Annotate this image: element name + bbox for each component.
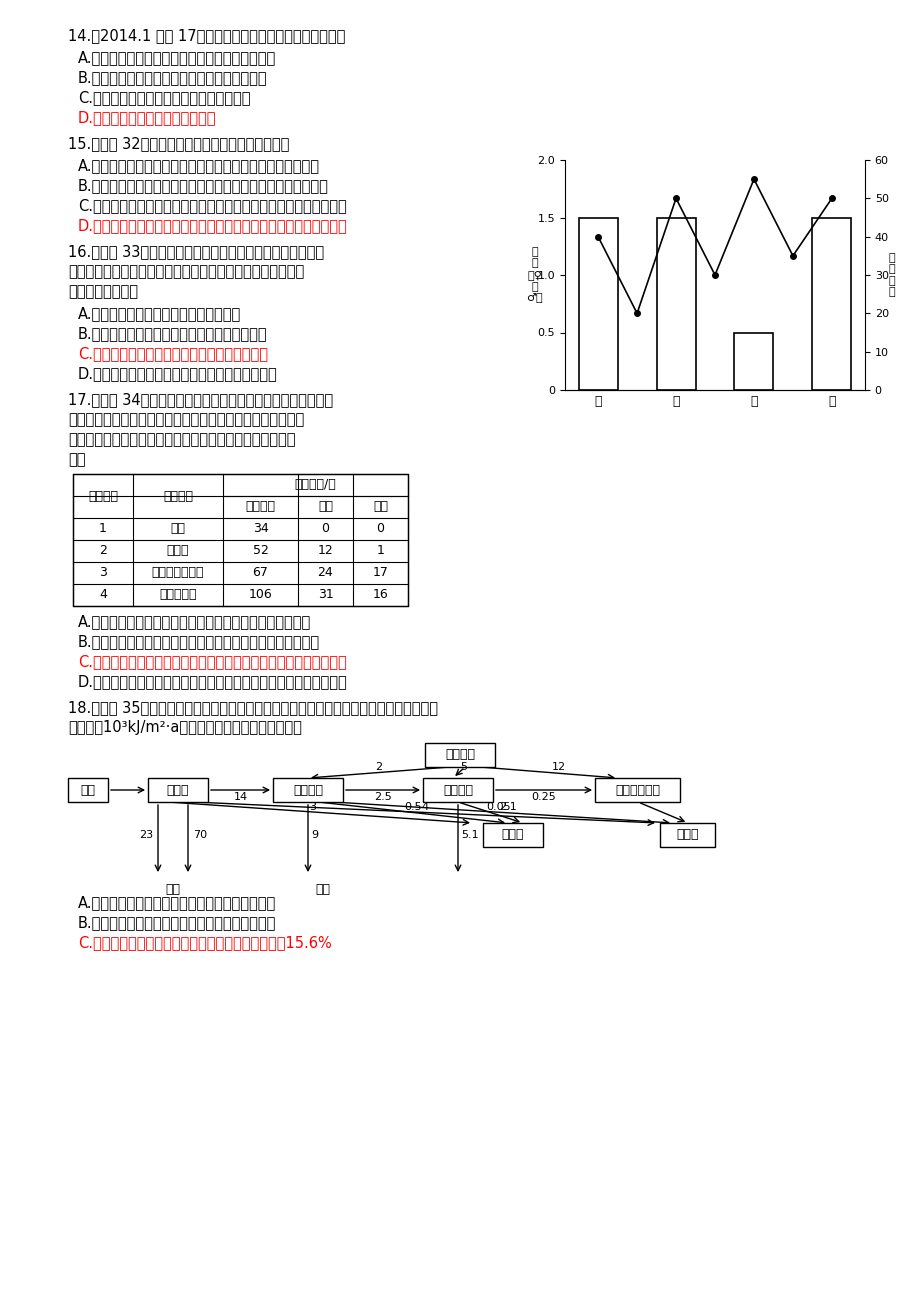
Text: B.与针叶林相比，草丛中的动物分层现象较为简单、丰富度低: B.与针叶林相比，草丛中的动物分层现象较为简单、丰富度低: [78, 634, 320, 648]
Text: 植食动物: 植食动物: [292, 784, 323, 797]
Bar: [656, 217, 695, 391]
Bar: [578, 217, 617, 391]
Text: 15.（丰台 32）下列有关生物多样性的叙述正确的是: 15.（丰台 32）下列有关生物多样性的叙述正确的是: [68, 135, 289, 151]
Text: 67: 67: [253, 566, 268, 579]
Bar: [423, 779, 493, 802]
Text: 列分析不合理的是: 列分析不合理的是: [68, 284, 138, 299]
Text: A.基因重组可导致多种等位基因的产生，从而提高遗传多样性: A.基因重组可导致多种等位基因的产生，从而提高遗传多样性: [78, 158, 320, 173]
Text: 2.5: 2.5: [374, 792, 391, 802]
Text: 23: 23: [139, 829, 153, 840]
Text: B.在这场地震中营养级越高的生物受到的影响越小: B.在这场地震中营养级越高的生物受到的影响越小: [78, 915, 276, 930]
Text: 3: 3: [99, 566, 107, 579]
Text: 0.25: 0.25: [531, 792, 556, 802]
Bar: [73, 474, 407, 605]
Text: 1: 1: [99, 522, 107, 535]
Text: B.生物入侵可增加生物种类，从而提高生态系统的抵抗力稳定性: B.生物入侵可增加生物种类，从而提高生态系统的抵抗力稳定性: [78, 178, 328, 193]
Text: 17.（丰台 34）南方某地的常绿阔叶林因过度砍伐而遭到破坏。: 17.（丰台 34）南方某地的常绿阔叶林因过度砍伐而遭到破坏。: [68, 392, 333, 408]
Text: 肉食动物: 肉食动物: [443, 784, 472, 797]
Bar: [482, 823, 542, 848]
Text: C.该地能恢复到第四阶段说明人类活动未影响自然演替的速度和方向: C.该地能恢复到第四阶段说明人类活动未影响自然演替的速度和方向: [78, 654, 346, 669]
Text: 12: 12: [317, 544, 333, 557]
Text: （单位为10³kJ/m²·a），据图分析下列说法正确的是: （单位为10³kJ/m²·a），据图分析下列说法正确的是: [68, 720, 301, 736]
Text: C.能量在第二营养级到第三营养级之间的传递效率为15.6%: C.能量在第二营养级到第三营养级之间的传递效率为15.6%: [78, 935, 332, 950]
Bar: [273, 779, 343, 802]
Text: 31: 31: [317, 589, 333, 602]
Text: 针、阔叶混交林: 针、阔叶混交林: [152, 566, 204, 579]
Text: D.生物群落的演替与光照条件无关: D.生物群落的演替与光照条件无关: [78, 109, 216, 125]
Text: B.性比维持较高水平不利于社鼠种群数量的增加: B.性比维持较高水平不利于社鼠种群数量的增加: [78, 326, 267, 341]
Text: 植物种数/种: 植物种数/种: [294, 479, 336, 491]
Y-axis label: 种
群
数
量: 种 群 数 量: [888, 253, 894, 297]
Text: A.性比通过影响出生率间接影响种群大小: A.性比通过影响出生率间接影响种群大小: [78, 306, 241, 322]
Text: A.群落自然演替是一个群落替代另一个群落的过程: A.群落自然演替是一个群落替代另一个群落的过程: [78, 49, 276, 65]
Text: 70: 70: [193, 829, 207, 840]
Text: 14: 14: [233, 792, 247, 802]
Text: 未利用: 未利用: [676, 828, 698, 841]
Text: 0.5: 0.5: [403, 802, 421, 812]
Text: C.群落的原（初）生演替速度通常非常缓慢: C.群落的原（初）生演替速度通常非常缓慢: [78, 90, 250, 105]
Text: 18.（丰台 35）在人为干预下，地震损毁的某自然保护区恢复过程中的能量流动关系如下图: 18.（丰台 35）在人为干预下，地震损毁的某自然保护区恢复过程中的能量流动关系…: [68, 700, 437, 715]
Text: 16: 16: [372, 589, 388, 602]
Text: D.该岛屿春季和春夏之交更有利于社鼠种群的繁殖: D.该岛屿春季和春夏之交更有利于社鼠种群的繁殖: [78, 366, 278, 381]
Bar: [733, 332, 773, 391]
Text: 52: 52: [253, 544, 268, 557]
Text: 恢复过程依次更替的群落类型及其植物组成。下列说法错误: 恢复过程依次更替的群落类型及其植物组成。下列说法错误: [68, 432, 295, 447]
Text: 0: 0: [321, 522, 329, 535]
Text: 分解者: 分解者: [501, 828, 524, 841]
Text: 17: 17: [372, 566, 388, 579]
Text: 灌木: 灌木: [318, 500, 333, 513]
Text: C.森林能够涵养水源、调节气候等，这能体现生物多样性的直接价值: C.森林能够涵养水源、调节气候等，这能体现生物多样性的直接价值: [78, 198, 346, 214]
Y-axis label: 性
比
（♀
：
♂）: 性 比 （♀ ： ♂）: [526, 247, 542, 303]
Text: 5.1: 5.1: [460, 829, 478, 840]
Text: 16.（丰台 33）科学家对某岛屿的社鼠种群数量和一年中不同: 16.（丰台 33）科学家对某岛屿的社鼠种群数量和一年中不同: [68, 243, 323, 259]
Text: 5: 5: [460, 763, 467, 772]
Text: 的是: 的是: [68, 452, 85, 467]
Text: 106: 106: [248, 589, 272, 602]
Text: 停止砍伐一段时间后，该地能将次演替逐步得以恢复。下表为: 停止砍伐一段时间后，该地能将次演替逐步得以恢复。下表为: [68, 411, 304, 427]
Text: 草本植物: 草本植物: [245, 500, 275, 513]
Text: 2: 2: [99, 544, 107, 557]
Text: C.当社鼠种群数处于高峰期时雌性明显多于雄性: C.当社鼠种群数处于高峰期时雌性明显多于雄性: [78, 346, 267, 361]
Bar: [811, 217, 850, 391]
Bar: [595, 779, 680, 802]
Text: 2: 2: [375, 763, 382, 772]
Text: B.群落的原（初）生演替在海洋和陆地均可发生: B.群落的原（初）生演替在海洋和陆地均可发生: [78, 70, 267, 85]
Text: 顶级肉食动物: 顶级肉食动物: [615, 784, 660, 797]
Text: 补偿输入: 补偿输入: [445, 749, 474, 762]
Text: 乔木: 乔木: [372, 500, 388, 513]
Text: 生产者: 生产者: [166, 784, 189, 797]
Text: 1: 1: [376, 544, 384, 557]
Text: A.流经该生态系统的总能量为生产者固定的太阳能: A.流经该生态系统的总能量为生产者固定的太阳能: [78, 894, 276, 910]
Text: 演替阶段: 演替阶段: [88, 490, 118, 503]
Text: 14.（2014.1 西城 17）下列关于群落演替的叙述不正确的是: 14.（2014.1 西城 17）下列关于群落演替的叙述不正确的是: [68, 29, 345, 43]
Text: D.常绿阔叶林得以恢复的原因与土壤条件、植物的种子等的保留有关: D.常绿阔叶林得以恢复的原因与土壤条件、植物的种子等的保留有关: [78, 674, 347, 689]
Text: 热能: 热能: [165, 883, 180, 896]
Text: 3: 3: [309, 802, 315, 812]
Text: 0: 0: [376, 522, 384, 535]
Text: 群落类型: 群落类型: [163, 490, 193, 503]
Text: D.就地保护可保护生物及其生境，是最有效的保护生物多样性的措施: D.就地保护可保护生物及其生境，是最有效的保护生物多样性的措施: [78, 217, 347, 233]
Text: 2.1: 2.1: [499, 802, 516, 812]
Text: 草丛: 草丛: [170, 522, 186, 535]
Text: 热能: 热能: [315, 883, 330, 896]
Text: 常绳阔叶林: 常绳阔叶林: [159, 589, 197, 602]
Text: 0.05: 0.05: [485, 802, 510, 812]
Text: 4: 4: [422, 802, 428, 812]
Bar: [660, 823, 715, 848]
Text: 针叶林: 针叶林: [166, 544, 189, 557]
Bar: [148, 779, 208, 802]
Text: 9: 9: [311, 829, 318, 840]
Text: 12: 12: [551, 763, 565, 772]
Bar: [68, 779, 108, 802]
Text: 24: 24: [317, 566, 333, 579]
Text: 阳光: 阳光: [81, 784, 96, 797]
Text: 4: 4: [99, 589, 107, 602]
Text: 34: 34: [253, 522, 268, 535]
Text: 季节的性比进行统计，结果如下图（曲线表示种群数量），下: 季节的性比进行统计，结果如下图（曲线表示种群数量），下: [68, 264, 304, 279]
Text: A.该地常绿阔叶林恢复过程中，群落演替的类型为次生演替: A.该地常绿阔叶林恢复过程中，群落演替的类型为次生演替: [78, 615, 311, 629]
Bar: [425, 743, 494, 767]
